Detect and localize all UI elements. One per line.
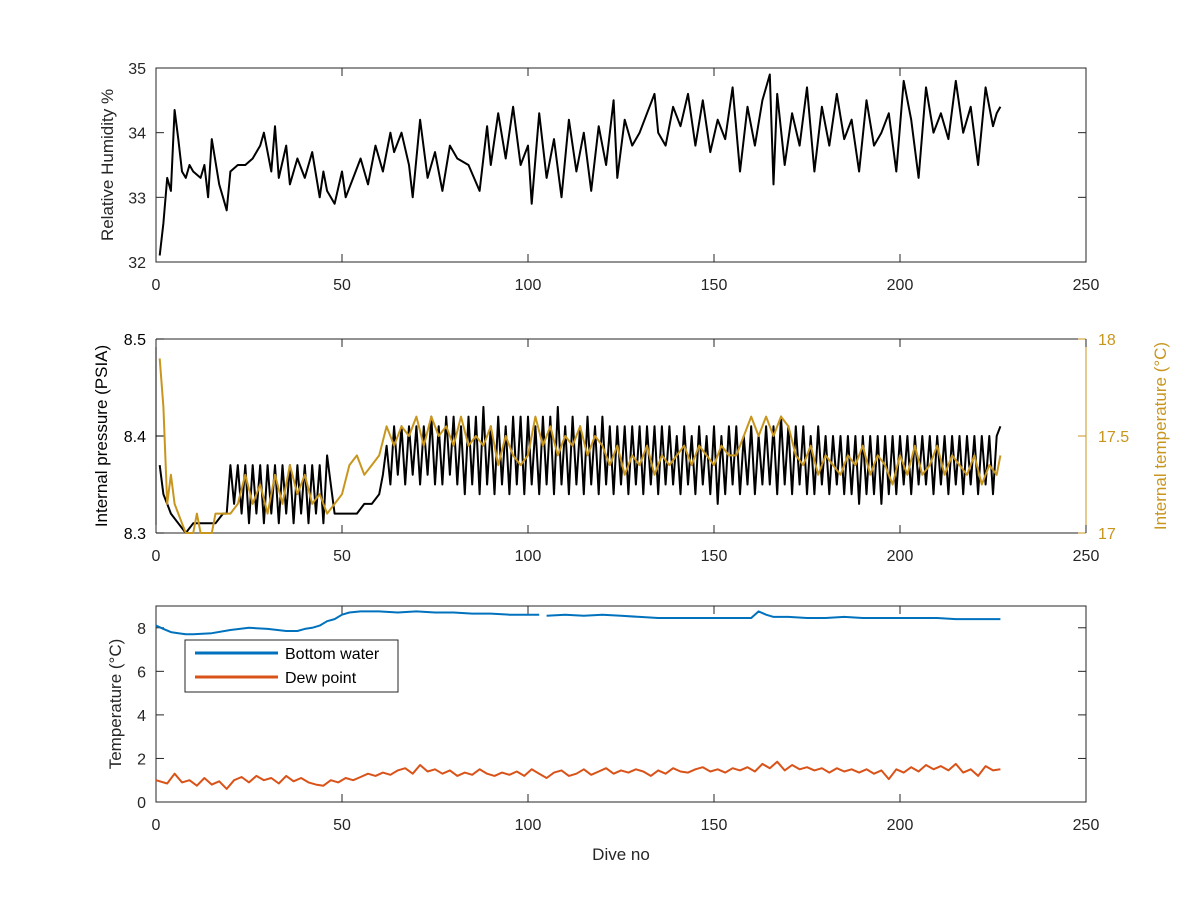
x-tick-label: 150	[701, 817, 728, 834]
x-tick-label: 250	[1073, 817, 1100, 834]
y-axis-label: Temperature (°C)	[106, 639, 125, 770]
y-axis-ticks: 8.3 8.4 8.5	[124, 332, 164, 543]
legend-box	[184, 639, 399, 693]
y-tick-label: 32	[128, 255, 146, 272]
x-tick-label: 150	[701, 548, 728, 565]
series-line-dew-point	[155, 760, 1001, 790]
y-axis-label-left: Internal pressure (PSIA)	[92, 345, 111, 527]
legend: Bottom water Dew point	[184, 639, 399, 693]
y-right-tick-label: 17.5	[1098, 429, 1129, 446]
series-line-bottom-water	[546, 610, 1001, 621]
y-tick-label: 0	[137, 795, 146, 812]
y-axis-ticks: 0 2 4 6 8	[137, 621, 1086, 812]
y-tick-label: 8	[137, 621, 146, 638]
x-tick-label: 0	[152, 817, 161, 834]
series-lines	[158, 358, 1002, 534]
y-tick-label: 8.5	[124, 332, 146, 349]
x-axis-ticks: 0 50 100 150 200 250	[152, 68, 1100, 294]
series-line-internal-temperature	[158, 358, 1002, 534]
x-axis-ticks: 0 50 100 150 200 250	[152, 606, 1100, 834]
x-tick-label: 100	[515, 548, 542, 565]
series-line-series-0	[158, 73, 1002, 256]
x-tick-label: 250	[1073, 277, 1100, 294]
x-tick-label: 100	[515, 277, 542, 294]
y-tick-label: 34	[128, 126, 146, 143]
y-tick-label: 2	[137, 751, 146, 768]
x-tick-label: 0	[152, 548, 161, 565]
x-tick-label: 200	[887, 277, 914, 294]
subplot-pressure-temperature: 8.3 8.4 8.5 17 17.5 18 0 50 100 150 200 250 Inter…	[92, 332, 1170, 565]
x-tick-label: 200	[887, 817, 914, 834]
y-tick-label: 4	[137, 708, 146, 725]
y-right-tick-label: 18	[1098, 332, 1116, 349]
y-right-tick-label: 17	[1098, 526, 1116, 543]
y-tick-label: 8.3	[124, 526, 146, 543]
y-tick-label: 33	[128, 190, 146, 207]
x-tick-label: 200	[887, 548, 914, 565]
x-tick-label: 150	[701, 277, 728, 294]
x-tick-label: 50	[333, 277, 351, 294]
x-tick-label: 100	[515, 817, 542, 834]
plot-area-temperature	[155, 605, 1087, 803]
x-axis-label: Dive no	[592, 845, 650, 864]
y-tick-label: 6	[137, 664, 146, 681]
y-tick-label: 8.4	[124, 429, 146, 446]
x-tick-label: 50	[333, 817, 351, 834]
legend-label-dew-point: Dew point	[285, 670, 357, 687]
y-axis-right-ticks: 17 17.5 18	[1078, 332, 1129, 543]
plot-area-humidity	[155, 67, 1087, 263]
series-lines	[158, 73, 1002, 256]
y-axis-label: Relative Humidity %	[98, 89, 117, 241]
series-lines	[155, 610, 1001, 790]
x-axis-ticks: 0 50 100 150 200 250	[152, 339, 1100, 565]
series-line-bottom-water	[155, 610, 540, 636]
x-tick-label: 250	[1073, 548, 1100, 565]
y-axis-label-right: Internal temperature (°C)	[1151, 342, 1170, 530]
y-tick-label: 35	[128, 61, 146, 78]
x-tick-label: 50	[333, 548, 351, 565]
subplot-temperature: 0 2 4 6 8 0 50 100 150 200 250 Temperature (°C) D…	[106, 605, 1100, 864]
x-tick-label: 0	[152, 277, 161, 294]
y-axis-ticks: 32 33 34 35	[128, 61, 1086, 272]
legend-label-bottom-water: Bottom water	[285, 646, 380, 663]
subplot-humidity: 32 33 34 35 0 50 100 150 200 250 Relative Humidi…	[98, 61, 1099, 294]
